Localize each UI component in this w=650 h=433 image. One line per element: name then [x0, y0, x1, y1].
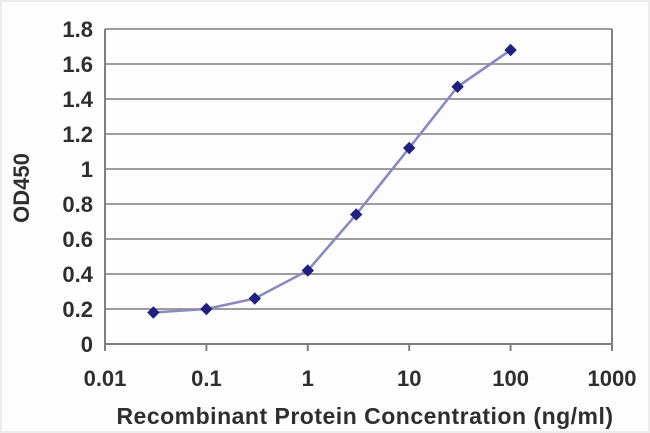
data-point	[504, 43, 517, 57]
x-tick-label: 10	[397, 366, 421, 391]
data-point	[200, 302, 213, 316]
data-point	[147, 306, 160, 319]
y-tick-label: 0.8	[62, 192, 93, 217]
x-tick-label: 0.01	[84, 366, 127, 391]
data-point	[349, 208, 363, 221]
y-tick-label: 1.6	[62, 52, 93, 77]
y-tick-label: 1.2	[62, 122, 93, 147]
y-tick-label: 0.2	[62, 297, 93, 322]
y-tick-label: 0	[81, 332, 93, 357]
x-tick-label: 0.1	[191, 366, 222, 391]
data-point	[301, 264, 315, 277]
y-tick-label: 0.4	[62, 262, 93, 287]
data-point	[248, 292, 261, 305]
x-tick-label: 1	[302, 366, 314, 391]
x-tick-label: 100	[492, 366, 529, 391]
data-point	[451, 80, 464, 93]
y-tick-label: 0.6	[62, 227, 93, 252]
y-tick-label: 1	[81, 157, 93, 182]
y-tick-label: 1.4	[62, 87, 93, 112]
y-axis-title: OD450	[9, 153, 34, 223]
series-line	[153, 48, 512, 314]
data-point	[402, 141, 416, 155]
x-axis-title: Recombinant Protein Concentration (ng/ml…	[116, 403, 614, 429]
y-tick-label: 1.8	[62, 17, 93, 42]
x-tick-label: 1000	[588, 366, 637, 391]
